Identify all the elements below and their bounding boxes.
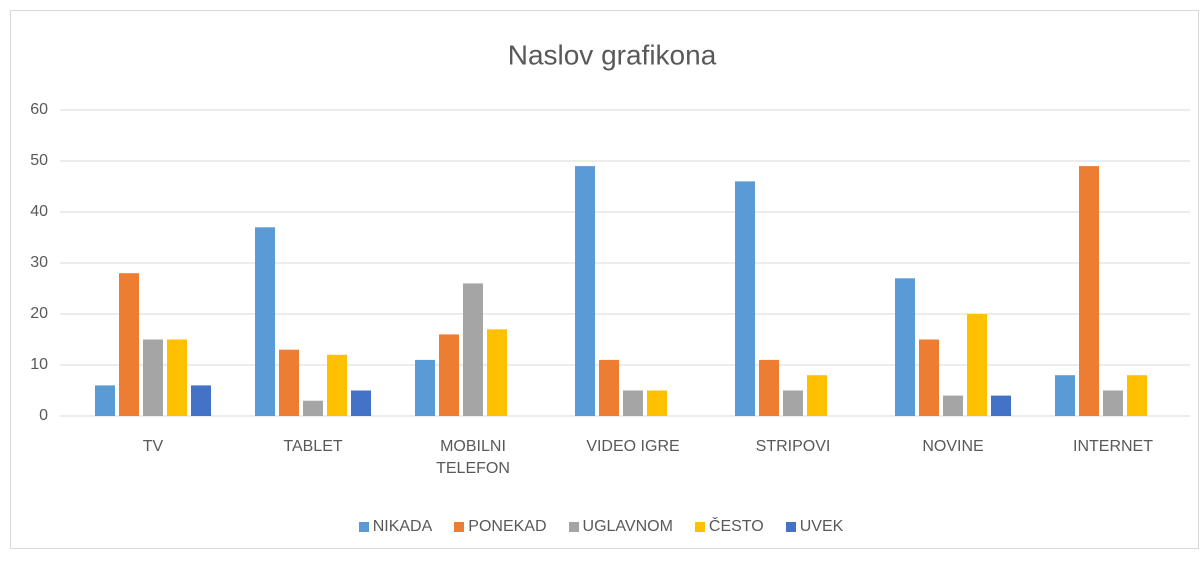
bar <box>303 400 323 416</box>
x-tick-label: INTERNET <box>1073 438 1153 455</box>
legend: NIKADA PONEKAD UGLAVNOM ČESTO UVEK <box>0 518 1202 536</box>
bar <box>807 375 827 416</box>
bar <box>599 359 619 416</box>
y-tick-label: 60 <box>30 101 48 118</box>
y-tick-label: 30 <box>30 254 48 271</box>
bar <box>279 349 299 416</box>
y-tick-label: 10 <box>30 356 48 373</box>
x-tick-label: NOVINE <box>922 438 984 455</box>
y-tick-label: 0 <box>39 407 48 424</box>
legend-swatch <box>358 522 369 532</box>
bar <box>351 390 371 416</box>
bar <box>327 354 347 416</box>
y-tick-label: 20 <box>30 305 48 322</box>
bar <box>463 283 483 416</box>
bar <box>1127 375 1147 416</box>
legend-swatch <box>694 522 705 532</box>
bar <box>439 334 459 416</box>
bar <box>1103 390 1123 416</box>
bar <box>1079 166 1099 416</box>
bar <box>991 395 1011 416</box>
x-tick-label: STRIPOVI <box>755 438 831 455</box>
y-tick-label: 40 <box>30 203 48 220</box>
legend-item: UVEK <box>785 518 844 536</box>
x-tick-label: TABLET <box>283 438 343 455</box>
x-tick-label: VIDEO IGRE <box>586 438 680 455</box>
y-tick-label: 50 <box>30 152 48 169</box>
x-tick-label: TV <box>142 438 164 455</box>
bar <box>255 227 275 416</box>
bar <box>143 339 163 416</box>
legend-item: ČESTO <box>694 518 764 536</box>
legend-item: PONEKAD <box>454 518 547 536</box>
bar <box>415 359 435 416</box>
bar <box>895 278 915 416</box>
bar <box>759 359 779 416</box>
bar <box>1055 375 1075 416</box>
legend-item: UGLAVNOM <box>568 518 673 536</box>
legend-label: ČESTO <box>708 518 764 535</box>
bar <box>167 339 187 416</box>
legend-item: NIKADA <box>358 518 433 536</box>
legend-swatch <box>454 522 465 532</box>
bar <box>919 339 939 416</box>
bar <box>95 385 115 416</box>
legend-swatch <box>785 522 796 532</box>
chart-title: Naslov grafikona <box>508 39 717 70</box>
legend-label: NIKADA <box>372 518 433 535</box>
bar <box>783 390 803 416</box>
bar <box>487 329 507 416</box>
chart-frame <box>10 10 1199 549</box>
bar <box>647 390 667 416</box>
legend-label: UVEK <box>799 518 844 535</box>
bar <box>191 385 211 416</box>
bar <box>623 390 643 416</box>
bar <box>575 166 595 416</box>
legend-swatch <box>568 522 579 532</box>
bar <box>735 181 755 416</box>
bar <box>943 395 963 416</box>
bar <box>119 273 139 416</box>
x-tick-label: MOBILNI TELEFON <box>436 438 510 477</box>
legend-label: PONEKAD <box>468 518 547 535</box>
bar <box>967 314 987 416</box>
legend-label: UGLAVNOM <box>582 518 673 535</box>
